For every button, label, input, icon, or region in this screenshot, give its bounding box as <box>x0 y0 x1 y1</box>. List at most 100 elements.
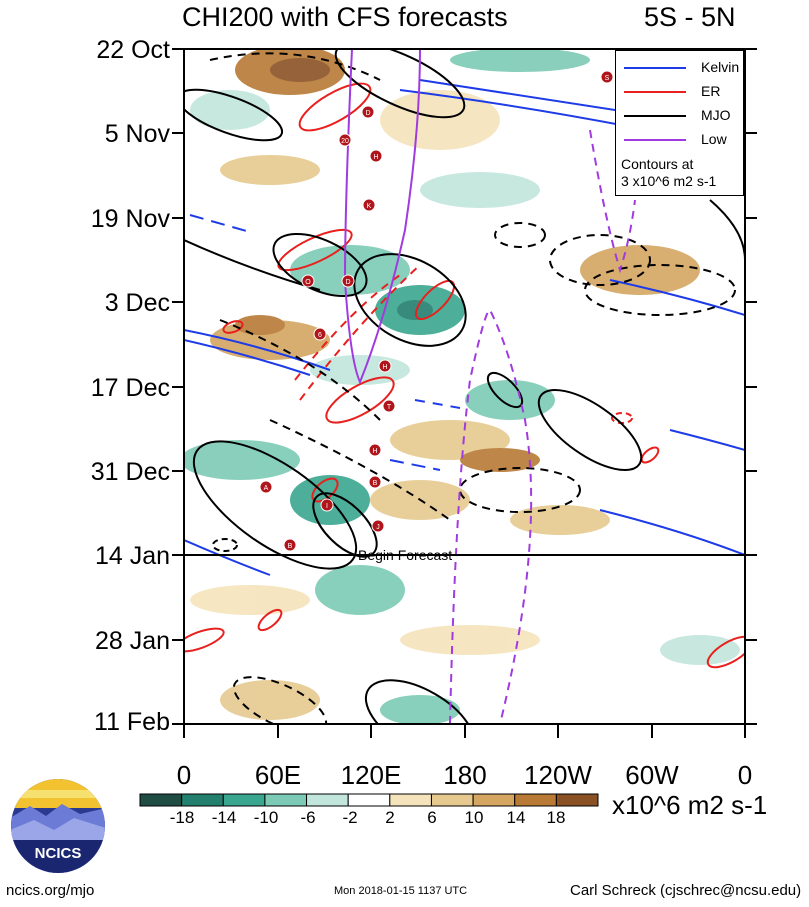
storm-marker-label: A <box>264 485 269 492</box>
storm-marker: S <box>600 70 614 84</box>
storm-marker-label: H <box>382 364 387 371</box>
storm-marker-label: S <box>605 75 610 82</box>
storm-markers: S D 20 H K O D 6 H T H B A I J B <box>259 70 614 552</box>
storm-marker: 6 <box>313 327 327 341</box>
x-tick-label: 60E <box>254 760 302 790</box>
legend-note: Contours at 3 x10^6 m2 s-1 <box>621 156 716 190</box>
colorbar-swatch <box>306 793 349 807</box>
legend-label: MJO <box>701 107 731 123</box>
storm-marker: A <box>259 480 273 494</box>
storm-marker: O <box>301 274 315 288</box>
colorbar-swatch <box>389 793 432 807</box>
y-tick-label: 5 Nov <box>104 120 170 148</box>
colorbar-label: -14 <box>211 808 237 827</box>
x-tick-label: 120E <box>340 760 402 790</box>
footer-site-link[interactable]: ncics.org/mjo <box>6 882 95 899</box>
storm-marker-label: B <box>373 480 378 487</box>
colorbar-label: 10 <box>464 808 484 827</box>
legend-item-kelvin: Kelvin <box>616 55 745 79</box>
storm-marker-label: O <box>305 279 311 286</box>
x-tick-label: 180 <box>443 760 487 790</box>
chart-region-label: 5S - 5N <box>644 2 736 32</box>
colorbar-swatch <box>222 793 266 807</box>
colorbar-label: -2 <box>342 808 358 827</box>
storm-marker: 20 <box>338 133 352 147</box>
colorbar-units: x10^6 m2 s-1 <box>612 790 768 820</box>
colorbar <box>139 793 599 807</box>
x-ticks <box>183 724 746 738</box>
colorbar-swatch <box>347 793 391 807</box>
logo-text: NCICS <box>35 845 82 862</box>
shading-layer <box>184 49 740 724</box>
storm-marker-label: T <box>387 404 392 411</box>
y-tick-label: 14 Jan <box>94 542 170 570</box>
colorbar-swatch <box>181 793 224 807</box>
legend-note-line: 3 x10^6 m2 s-1 <box>621 173 717 189</box>
colorbar-swatch <box>139 793 183 807</box>
colorbar-swatch <box>555 793 599 807</box>
storm-marker-label: H <box>373 154 378 161</box>
storm-marker-label: J <box>376 524 380 531</box>
storm-marker-label: D <box>365 110 370 117</box>
ncics-logo[interactable]: NCICS <box>10 778 106 874</box>
begin-forecast-label: Begin Forecast <box>358 547 453 563</box>
legend-item-low: Low <box>616 127 745 151</box>
legend-label: ER <box>701 83 721 99</box>
storm-marker-label: 6 <box>318 332 322 339</box>
y-tick-label: 3 Dec <box>104 289 170 317</box>
low-contours <box>343 49 636 724</box>
legend-swatch <box>624 139 686 141</box>
colorbar-label: -10 <box>253 808 279 827</box>
y-tick-label: 22 Oct <box>96 36 170 64</box>
storm-marker-label: H <box>372 448 377 455</box>
kelvin-contours <box>184 79 745 576</box>
storm-marker: T <box>382 399 396 413</box>
storm-marker-label: K <box>367 203 372 210</box>
legend-item-er: ER <box>616 79 745 103</box>
storm-marker: D <box>341 274 355 288</box>
footer-author: Carl Schreck (cjschrec@ncsu.edu) <box>570 882 802 899</box>
colorbar-label: 2 <box>385 808 395 827</box>
legend-swatch <box>624 115 686 117</box>
storm-marker: J <box>371 519 385 533</box>
chart-title: CHI200 with CFS forecasts <box>182 2 508 32</box>
storm-marker: B <box>368 475 382 489</box>
y-ticks <box>172 48 757 725</box>
colorbar-swatch <box>514 793 557 807</box>
colorbar-label: 14 <box>506 808 526 827</box>
y-tick-label: 11 Feb <box>94 708 170 736</box>
colorbar-label: 18 <box>546 808 566 827</box>
y-tick-label: 17 Dec <box>90 374 170 402</box>
storm-marker: H <box>369 149 383 163</box>
legend-label: Kelvin <box>701 59 740 75</box>
legend-note-line: Contours at <box>621 156 694 172</box>
storm-marker-label: D <box>345 279 350 286</box>
storm-marker: B <box>283 538 297 552</box>
colorbar-swatch <box>430 793 474 807</box>
x-tick-label: 120W <box>524 760 592 790</box>
footer-timestamp: Mon 2018-01-15 1137 UTC <box>334 885 468 897</box>
legend-item-mjo: MJO <box>616 103 745 127</box>
storm-marker: H <box>378 359 392 373</box>
legend-label: Low <box>701 131 727 147</box>
colorbar-label: 6 <box>427 808 437 827</box>
x-tick-label: 60W <box>625 760 679 790</box>
y-tick-label: 19 Nov <box>90 205 170 233</box>
x-tick-label: 0 <box>737 760 753 790</box>
storm-marker: K <box>362 198 376 212</box>
storm-marker: D <box>361 105 375 119</box>
storm-marker: I <box>320 498 334 512</box>
plot-area: S D 20 H K O D 6 H T H B A I J B <box>184 49 745 724</box>
x-tick-label: 0 <box>176 760 192 790</box>
storm-marker: H <box>368 443 382 457</box>
legend-swatch <box>624 91 686 93</box>
legend-swatch <box>624 67 686 69</box>
chart-legend: Kelvin ER MJO Low Contours at 3 x10^6 m2… <box>615 50 744 196</box>
colorbar-swatch <box>264 793 308 807</box>
storm-marker-label: 20 <box>341 138 349 145</box>
y-tick-label: 31 Dec <box>90 458 170 486</box>
colorbar-label: -6 <box>300 808 316 827</box>
storm-marker-label: B <box>288 543 293 550</box>
storm-marker-label: I <box>326 503 328 510</box>
